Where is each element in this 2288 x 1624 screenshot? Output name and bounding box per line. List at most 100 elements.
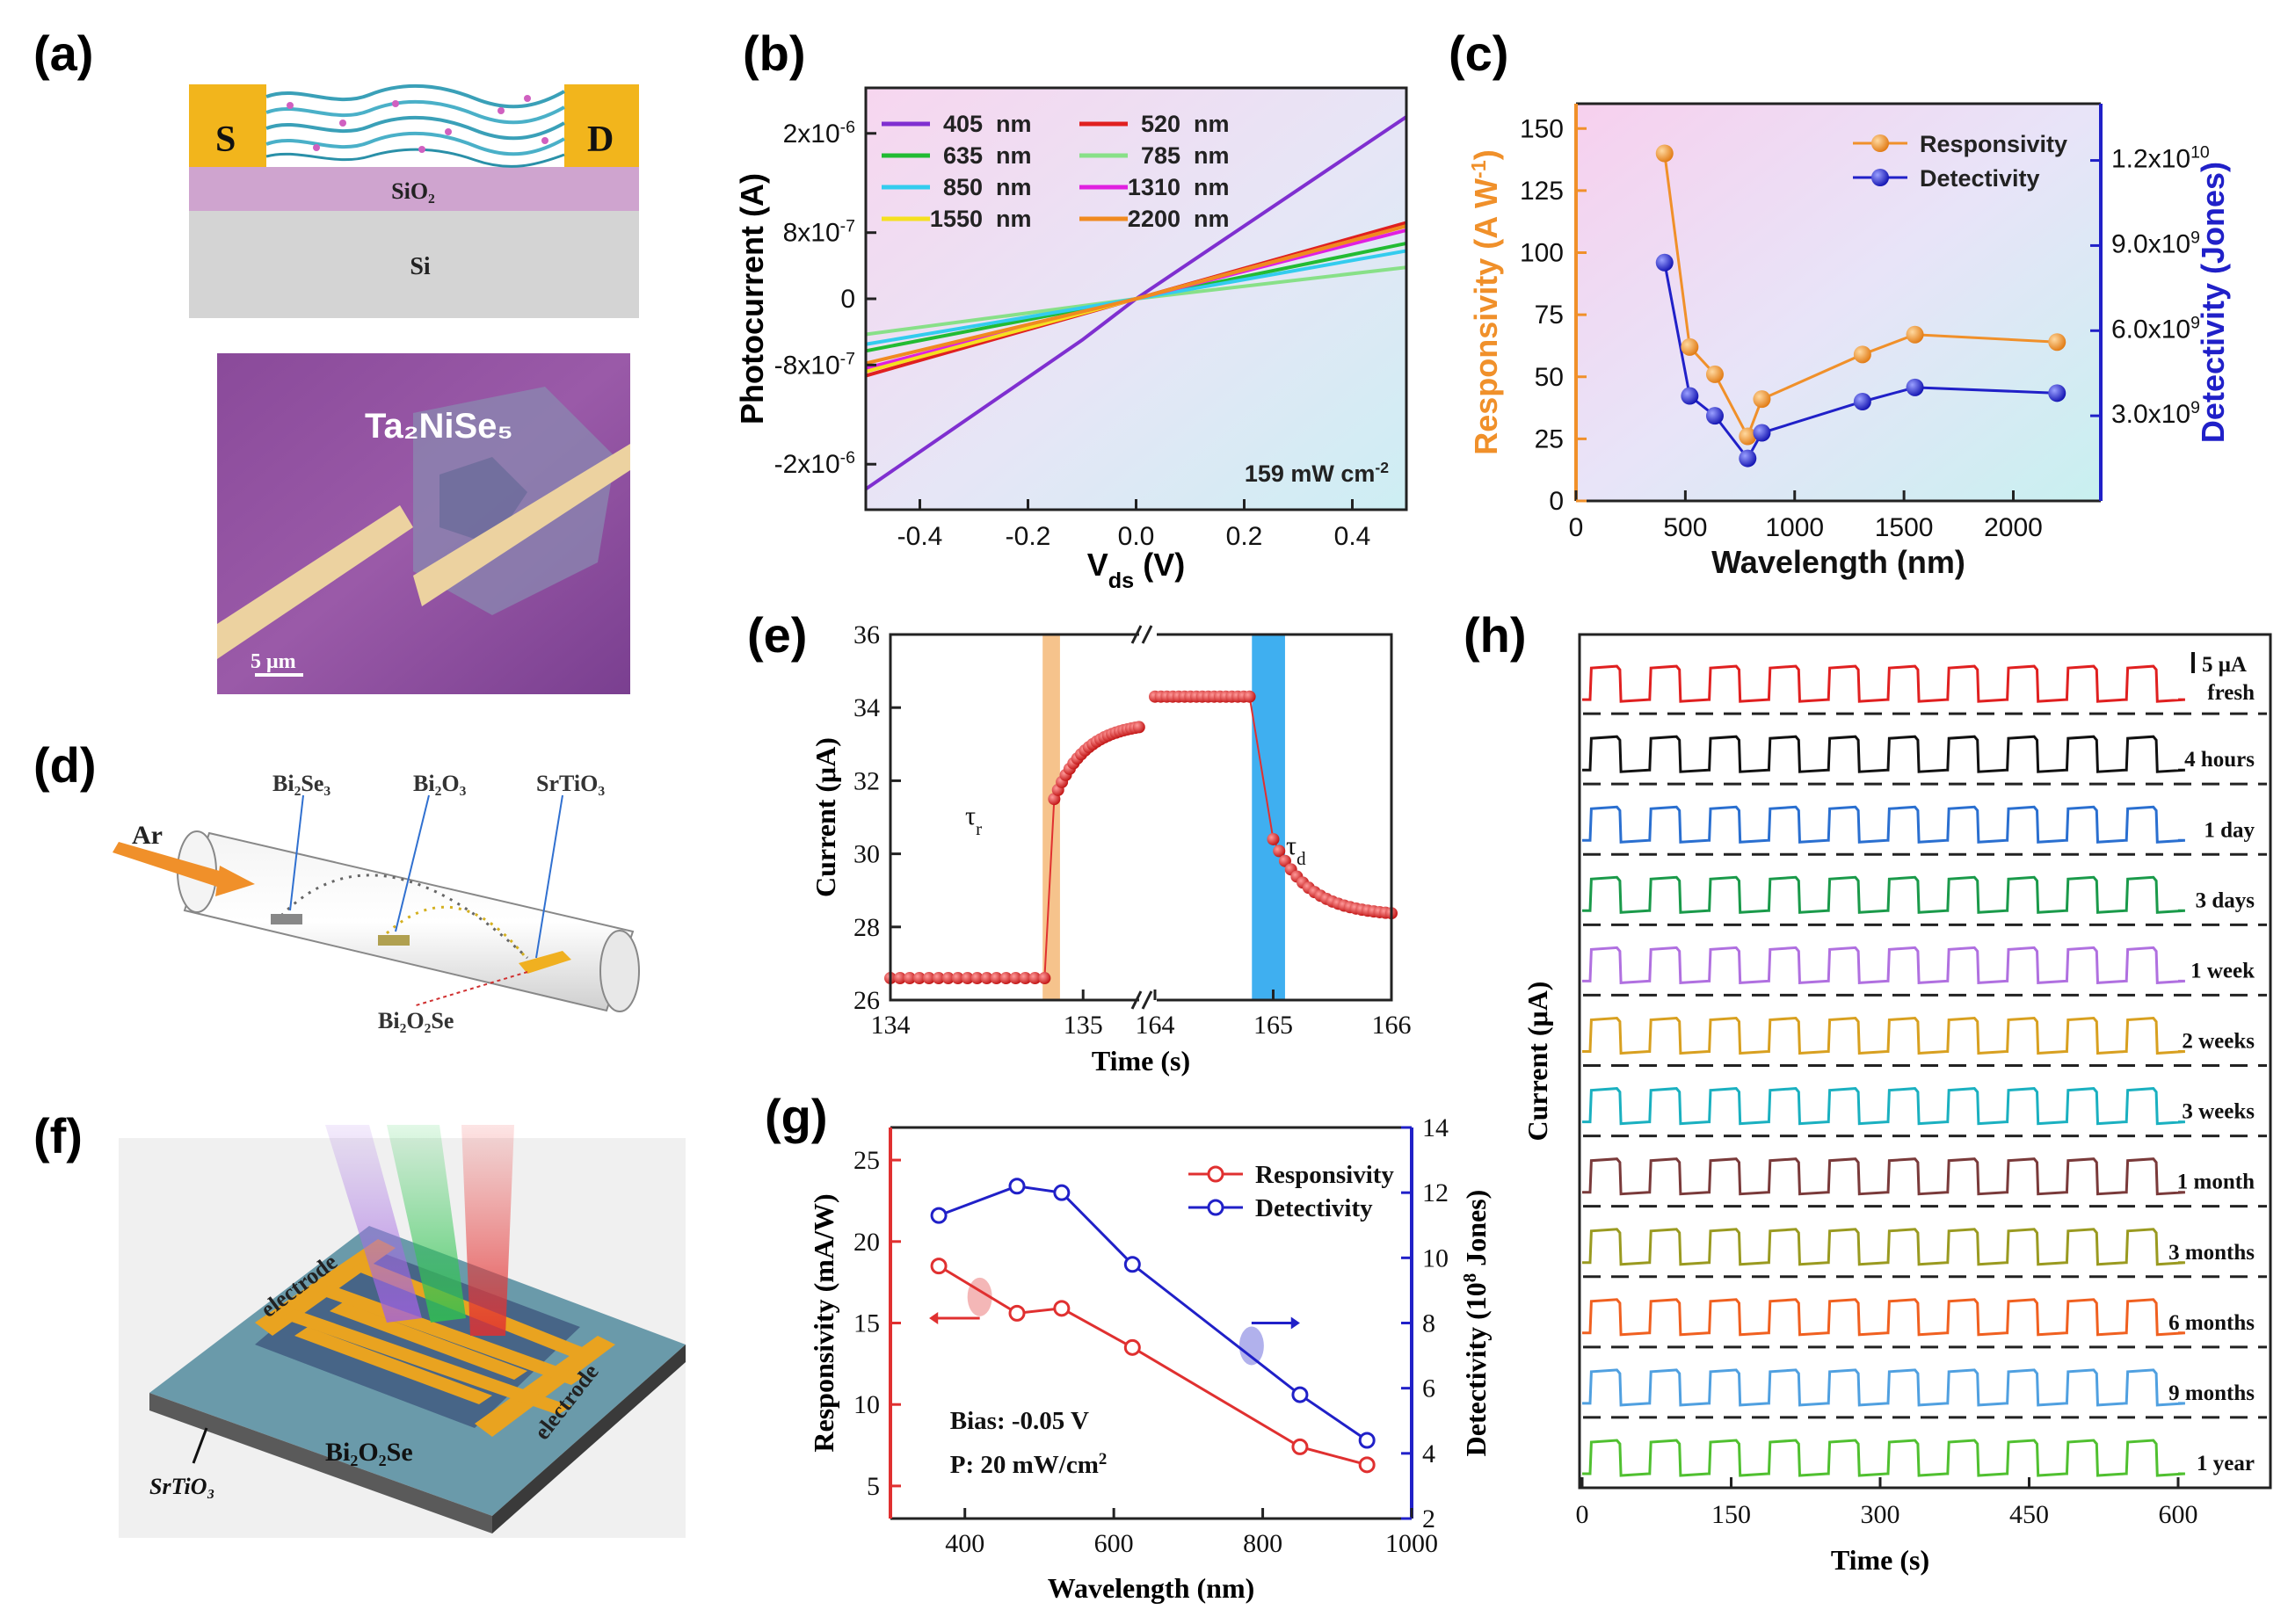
legend-unit-b: nm <box>996 142 1032 169</box>
legend-unit-b: nm <box>996 174 1032 200</box>
x-tick-label-g: 600 <box>1094 1529 1134 1558</box>
y-right-tick-label-c-exp: 10 <box>2190 143 2210 163</box>
stability-trace <box>1582 1298 2185 1337</box>
iv-line-405nm <box>864 115 1408 491</box>
y-tick-label-e: 32 <box>853 766 880 795</box>
data-point-e <box>1028 972 1042 985</box>
series-label-h: 9 months <box>2168 1381 2255 1405</box>
data-point-e <box>970 972 984 985</box>
product-pointer <box>412 971 528 1007</box>
y-right-tick-label-g: 6 <box>1422 1374 1435 1403</box>
data-point-e <box>903 972 916 985</box>
detectivity-point-g <box>1008 1178 1026 1195</box>
series-label-h: 2 weeks <box>2182 1030 2255 1054</box>
source-label: S <box>215 120 236 160</box>
panel-label-d: (d) <box>33 737 97 793</box>
x-tick-label-b: 0.4 <box>1334 522 1371 551</box>
substrate-pointer <box>192 1427 208 1464</box>
x-tick-label-g: 800 <box>1243 1529 1282 1558</box>
panel-label-c: (c) <box>1449 25 1508 81</box>
bi2o3-label: Bi₂O₃ <box>413 771 467 796</box>
y-tick-label-b-base: 8x10 <box>783 219 840 248</box>
x-tick-label-c: 1000 <box>1765 513 1824 542</box>
data-point-e <box>941 972 955 985</box>
y-left-axis-label-c-base: Responsivity (A W <box>1468 178 1504 455</box>
srtio3-pointer <box>535 794 563 959</box>
responsivity-point-c <box>1853 345 1871 364</box>
power-annotation: P: 20 mW/cm2 <box>950 1450 1108 1480</box>
bi2se3-boat <box>271 914 302 924</box>
y-left-axis-label-c: Responsivity (A W-1) <box>1467 149 1504 455</box>
data-point-e <box>1019 972 1032 985</box>
y-right-tick-label-g: 12 <box>1422 1178 1449 1207</box>
responsivity-point-g <box>1358 1456 1376 1474</box>
data-point-e <box>961 972 974 985</box>
y-right-tick-label-g: 2 <box>1422 1504 1435 1533</box>
sio2-layer <box>189 167 639 211</box>
x-tick-label-h: 150 <box>1711 1500 1751 1529</box>
data-point-e <box>922 972 935 985</box>
right-electrode-bar <box>475 1336 615 1437</box>
series-label-h: fresh <box>2207 681 2255 705</box>
quartz-tube <box>183 831 635 1012</box>
detectivity-point-g <box>930 1207 948 1224</box>
irradiance-annotation-base: 159 mW cm <box>1245 460 1376 487</box>
y-left-tick-label-g: 15 <box>853 1309 880 1338</box>
panel-label-h: (h) <box>1464 607 1527 663</box>
chart-c-responsivity-detectivity: 0 500 1000 1500 200002550751001251503.0x1096… <box>1467 102 2231 580</box>
si-label: Si <box>410 253 431 280</box>
power-annotation-base: P: 20 mW/cm <box>950 1451 1099 1479</box>
panel-label-g: (g) <box>765 1089 828 1144</box>
panel-label-f: (f) <box>33 1108 83 1164</box>
legend-marker-responsivity-c <box>1871 134 1889 152</box>
srtio3-side-front <box>149 1393 492 1533</box>
stability-trace <box>1582 875 2185 914</box>
y-tick-label-e: 34 <box>853 693 880 722</box>
detectivity-point-g <box>1123 1256 1141 1273</box>
bi2o3-boat <box>378 935 410 946</box>
y-right-tick-label-c: 3.0x109 <box>2111 398 2200 429</box>
rise-time-label-base: τ <box>965 801 976 830</box>
detectivity-point-g <box>1291 1386 1309 1403</box>
y-right-tick-label-c-base: 9.0x10 <box>2111 229 2190 258</box>
y-tick-label-b: -8x10-7 <box>774 349 855 380</box>
stability-trace <box>1582 805 2185 844</box>
x-tick-label-b: -0.4 <box>897 522 943 551</box>
power-annotation-exp: 2 <box>1099 1450 1107 1468</box>
interdigitated-device-f: electrode electrode Bi₂O₂Se SrTiO₃ <box>119 1125 686 1538</box>
detectivity-point-g <box>1053 1184 1071 1201</box>
rise-time-label-sub: r <box>976 818 982 839</box>
panel-label-b: (b) <box>743 25 806 81</box>
y-tick-label-b: 0 <box>840 285 855 314</box>
x-tick-label-b: 0.2 <box>1226 522 1263 551</box>
responsivity-point-g <box>1008 1304 1026 1322</box>
y-axis-label-h: Current (μA) <box>1522 982 1553 1142</box>
responsivity-point-c <box>1705 365 1724 383</box>
x-axis-label-b-base: V <box>1087 547 1108 583</box>
drain-electrode <box>564 84 639 167</box>
legend-label-responsivity-c: Responsivity <box>1920 131 2067 157</box>
y-right-tick-label-c: 9.0x109 <box>2111 228 2200 258</box>
y-tick-label-b: 2x10-6 <box>783 118 855 149</box>
srtio3-label: SrTiO₃ <box>536 771 605 796</box>
y-left-axis-label-g: Responsivity (mA/W) <box>808 1193 839 1452</box>
x-tick-label-h: 600 <box>2159 1500 2198 1529</box>
detectivity-axis-indicator <box>1238 1326 1264 1366</box>
y-left-tick-label-g: 10 <box>853 1390 880 1419</box>
y-right-tick-label-g: 10 <box>1422 1243 1449 1272</box>
legend-unit-b: nm <box>1194 142 1230 169</box>
sio2-label: SiO₂ <box>391 178 435 204</box>
legend-label-b: 635 <box>943 142 983 169</box>
stability-trace <box>1582 1016 2185 1055</box>
y-right-tick-label-c-base: 3.0x10 <box>2111 400 2190 429</box>
y-tick-label-e: 30 <box>853 840 880 869</box>
y-left-tick-label-g: 25 <box>853 1146 880 1175</box>
x-tick-label-e: 166 <box>1372 1011 1412 1040</box>
x-tick-label-b: 0.0 <box>1118 522 1155 551</box>
y-right-tick-label-c-exp: 9 <box>2190 228 2200 247</box>
legend-label-b: 520 <box>1141 111 1180 137</box>
legend-label-b: 850 <box>943 174 983 200</box>
responsivity-point-c <box>1655 144 1674 163</box>
y-right-tick-label-g: 14 <box>1422 1113 1449 1142</box>
si-substrate-layer <box>189 211 639 318</box>
